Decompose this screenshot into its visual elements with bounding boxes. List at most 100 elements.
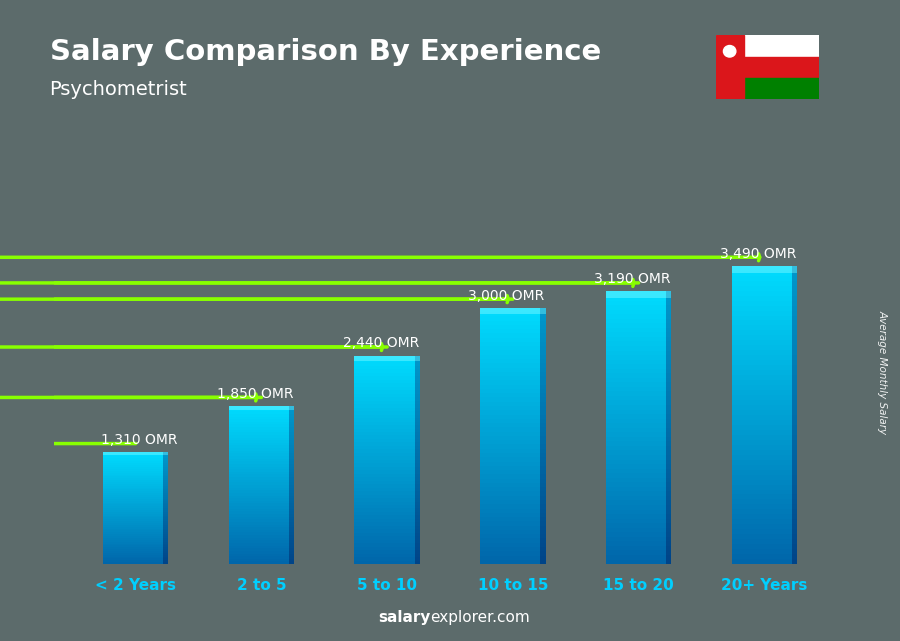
Bar — [163, 512, 168, 513]
Bar — [415, 363, 419, 366]
Bar — [481, 470, 545, 474]
Bar — [103, 506, 168, 508]
Bar — [732, 465, 797, 470]
Bar — [355, 390, 419, 394]
Bar — [289, 424, 294, 427]
Text: Psychometrist: Psychometrist — [50, 80, 187, 99]
Bar — [355, 401, 419, 404]
Bar — [103, 521, 168, 523]
Bar — [792, 435, 797, 440]
Bar — [540, 410, 545, 415]
Bar — [666, 423, 671, 428]
Bar — [666, 292, 671, 298]
Bar — [666, 369, 671, 373]
Bar — [540, 372, 545, 376]
Bar — [732, 559, 797, 564]
Bar — [229, 459, 294, 462]
Bar — [289, 495, 294, 498]
Bar — [792, 415, 797, 420]
Text: 3,490 OMR: 3,490 OMR — [720, 247, 796, 261]
Bar — [666, 387, 671, 392]
Bar — [481, 508, 545, 513]
Bar — [415, 415, 419, 418]
Bar — [606, 364, 671, 369]
Bar — [732, 534, 797, 539]
Bar — [229, 464, 294, 467]
Bar — [103, 484, 168, 486]
Bar — [355, 435, 419, 439]
Bar — [415, 543, 419, 547]
Bar — [163, 484, 168, 486]
Bar — [163, 506, 168, 508]
Bar — [229, 540, 294, 543]
Bar — [163, 529, 168, 531]
Bar — [540, 402, 545, 406]
Bar — [163, 493, 168, 495]
Bar — [415, 467, 419, 470]
Bar — [163, 504, 168, 506]
Bar — [606, 532, 671, 537]
Bar — [481, 495, 545, 500]
Bar — [540, 479, 545, 483]
Bar — [792, 534, 797, 539]
Bar — [355, 408, 419, 411]
Bar — [289, 554, 294, 556]
Bar — [666, 487, 671, 492]
Bar — [289, 493, 294, 495]
Bar — [289, 524, 294, 527]
Bar — [289, 477, 294, 479]
Bar — [606, 292, 671, 298]
Bar — [289, 503, 294, 506]
Bar — [792, 365, 797, 370]
Bar — [606, 401, 671, 405]
Bar — [415, 359, 419, 363]
Bar — [606, 514, 671, 519]
Bar — [289, 406, 294, 410]
Bar — [289, 467, 294, 469]
Bar — [732, 320, 797, 326]
Bar — [540, 474, 545, 479]
Bar — [355, 380, 419, 383]
Bar — [792, 554, 797, 559]
Bar — [355, 404, 419, 408]
Bar — [606, 510, 671, 514]
Text: 1,310 OMR: 1,310 OMR — [101, 433, 177, 447]
Bar — [289, 545, 294, 548]
Bar — [289, 514, 294, 517]
Text: explorer.com: explorer.com — [430, 610, 530, 625]
Bar — [355, 470, 419, 474]
Bar — [606, 442, 671, 446]
Bar — [666, 537, 671, 542]
Bar — [666, 301, 671, 305]
Bar — [606, 369, 671, 373]
Bar — [540, 338, 545, 342]
Bar — [606, 432, 671, 437]
Bar — [732, 549, 797, 554]
Bar — [606, 328, 671, 332]
Bar — [481, 325, 545, 329]
Bar — [606, 519, 671, 523]
Bar — [289, 530, 294, 533]
Bar — [103, 517, 168, 519]
Bar — [415, 376, 419, 380]
Bar — [229, 527, 294, 530]
Bar — [289, 562, 294, 564]
Bar — [415, 411, 419, 415]
Bar — [355, 533, 419, 537]
Bar — [103, 490, 168, 491]
Bar — [666, 373, 671, 378]
Bar — [355, 512, 419, 515]
Bar — [792, 320, 797, 326]
Bar — [666, 378, 671, 382]
Bar — [792, 510, 797, 514]
Bar — [103, 472, 168, 474]
Bar — [163, 497, 168, 499]
Bar — [666, 396, 671, 401]
Bar — [355, 425, 419, 429]
Bar — [415, 404, 419, 408]
Bar — [415, 537, 419, 540]
Bar — [415, 529, 419, 533]
Bar — [163, 540, 168, 542]
Bar — [481, 521, 545, 526]
Bar — [229, 517, 294, 519]
